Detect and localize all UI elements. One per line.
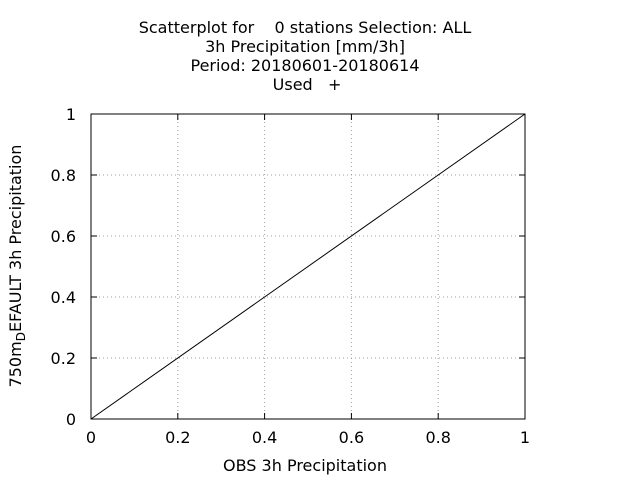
y-tick-label: 1: [66, 105, 76, 124]
chart-title: Scatterplot for 0 stations Selection: AL…: [139, 18, 472, 94]
y-axis-label-subscript: D: [14, 332, 28, 341]
y-axis-label-suffix: EFAULT 3h Precipitation: [6, 145, 25, 332]
title-line-1: Scatterplot for 0 stations Selection: AL…: [139, 18, 472, 37]
title-line-2: 3h Precipitation [mm/3h]: [205, 37, 405, 56]
y-tick-label: 0.6: [51, 227, 76, 246]
reference-line-group: [91, 114, 525, 419]
y-axis-ticks: 0 0.2 0.4 0.6 0.8 1: [51, 105, 525, 429]
x-tick-label: 0.8: [425, 428, 450, 447]
one-to-one-line: [91, 114, 525, 419]
x-axis-label: OBS 3h Precipitation: [223, 456, 387, 475]
y-tick-label: 0: [66, 410, 76, 429]
x-axis-ticks: 0 0.2 0.4 0.6 0.8 1: [86, 114, 530, 447]
title-line-3: Period: 20180601-20180614: [190, 56, 419, 75]
x-tick-label: 0.4: [252, 428, 277, 447]
x-tick-label: 1: [520, 428, 530, 447]
y-tick-label: 0.8: [51, 166, 76, 185]
x-tick-label: 0.6: [339, 428, 364, 447]
y-tick-label: 0.4: [51, 288, 76, 307]
x-tick-label: 0.2: [165, 428, 190, 447]
x-tick-label: 0: [86, 428, 96, 447]
y-axis-label: 750mDEFAULT 3h Precipitation: [6, 145, 28, 388]
y-tick-label: 0.2: [51, 349, 76, 368]
title-line-4: Used +: [273, 75, 342, 94]
y-axis-label-prefix: 750m: [6, 341, 25, 387]
